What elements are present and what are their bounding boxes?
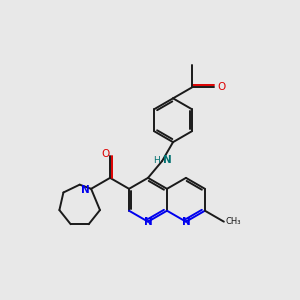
Text: N: N [163, 155, 172, 165]
Text: N: N [182, 217, 190, 227]
Text: O: O [217, 82, 225, 92]
Text: CH₃: CH₃ [226, 217, 242, 226]
Text: H: H [153, 156, 160, 165]
Text: N: N [81, 185, 90, 195]
Text: O: O [101, 149, 109, 159]
Text: N: N [144, 217, 152, 227]
